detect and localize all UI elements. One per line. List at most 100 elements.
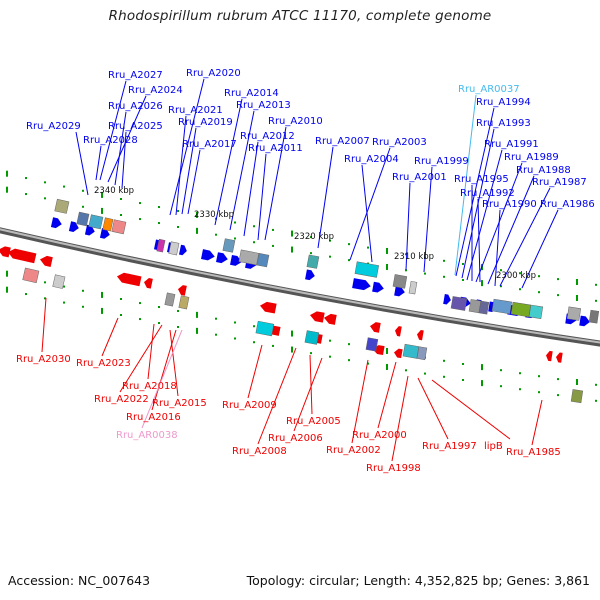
gene-label: Rru_A1995 [454, 174, 509, 185]
gene-feature [84, 224, 95, 236]
leader-line [175, 115, 187, 216]
gene-label: Rru_A2027 [108, 70, 163, 81]
tick-mark [595, 299, 597, 302]
tick-mark [500, 285, 502, 288]
gene-feature [556, 352, 563, 363]
gene-label: Rru_A2022 [94, 394, 149, 405]
tick-mark [291, 330, 293, 337]
tick-mark [538, 291, 540, 294]
tick-mark [63, 301, 65, 304]
tick-mark [234, 337, 236, 340]
annotation-box [102, 217, 114, 232]
tick-mark [538, 391, 540, 394]
tick-mark [538, 375, 540, 378]
leader-line [405, 182, 411, 271]
annotation-box [450, 296, 468, 311]
gene-feature [417, 329, 424, 341]
gene-feature [260, 301, 277, 314]
annotation-box [306, 254, 320, 269]
annotation-box [392, 274, 408, 289]
leader-line [121, 131, 127, 189]
tick-mark [348, 259, 350, 262]
gene-feature [117, 272, 142, 287]
tick-mark [158, 222, 160, 225]
tick-mark [6, 286, 8, 293]
tick-mark [44, 197, 46, 200]
tick-mark [386, 263, 388, 270]
tick-mark [253, 225, 255, 228]
leader-line [169, 329, 179, 397]
annotation-box [510, 301, 532, 318]
tick-mark [63, 285, 65, 288]
tick-mark [405, 369, 407, 372]
leader-line [309, 354, 313, 415]
gene-feature [230, 254, 242, 266]
tick-mark [557, 394, 559, 397]
annotation-box [22, 267, 40, 284]
leader-line [431, 379, 511, 440]
tick-mark [253, 341, 255, 344]
leader-line [361, 164, 373, 263]
gene-feature [395, 326, 402, 337]
tick-mark [557, 378, 559, 381]
gene-label: Rru_A2013 [236, 100, 291, 111]
gene-label: Rru_A2008 [232, 446, 287, 457]
gene-label: Rru_AR0037 [458, 84, 520, 95]
gene-feature [305, 269, 315, 281]
gene-label: Rru_A2030 [16, 354, 71, 365]
gene-feature [68, 221, 79, 232]
tick-mark [348, 359, 350, 362]
gene-label: Rru_A2012 [240, 131, 295, 142]
tick-mark [538, 275, 540, 278]
tick-mark [462, 278, 464, 281]
annotation-box [408, 280, 418, 295]
tick-mark [386, 363, 388, 370]
tick-mark [196, 227, 198, 234]
annotation-box [156, 238, 166, 253]
leader-line [169, 78, 205, 216]
tick-mark [595, 383, 597, 386]
tick-mark [63, 185, 65, 188]
tick-mark [329, 255, 331, 258]
tick-mark [215, 233, 217, 236]
leader-line [391, 375, 409, 462]
tick-mark [329, 339, 331, 342]
gene-feature [370, 322, 381, 333]
tick-mark [291, 246, 293, 253]
tick-mark [519, 272, 521, 275]
tick-mark [82, 189, 84, 192]
tick-mark [177, 325, 179, 328]
tick-mark [500, 369, 502, 372]
gene-label: Rru_A2005 [286, 416, 341, 427]
gene-label: Rru_A2000 [352, 430, 407, 441]
gene-label: Rru_A2004 [344, 154, 399, 165]
leader-line [41, 297, 47, 353]
tick-mark [310, 352, 312, 355]
tick-mark [576, 278, 578, 285]
leader-line [95, 145, 102, 181]
annotation-box [491, 298, 513, 315]
gene-label: Rru_A2006 [268, 433, 323, 444]
tick-mark [462, 362, 464, 365]
gene-label: Rru_A1997 [422, 441, 477, 452]
annotation-box [478, 300, 490, 315]
gene-label: Rru_AR0038 [116, 430, 178, 441]
annotation-box [111, 219, 127, 235]
tick-mark [348, 243, 350, 246]
tick-mark [158, 322, 160, 325]
tick-mark [500, 269, 502, 272]
leader-line [243, 141, 259, 237]
leader-line [455, 107, 495, 277]
tick-mark [158, 206, 160, 209]
gene-feature [372, 281, 384, 293]
leader-line [423, 166, 433, 273]
tick-mark [595, 399, 597, 402]
tick-mark [215, 333, 217, 336]
accession-text: Accession: NC_007643 [8, 573, 151, 588]
annotation-box [54, 198, 70, 214]
tick-mark [234, 221, 236, 224]
tick-mark [443, 375, 445, 378]
tick-mark [424, 272, 426, 275]
gene-label: Rru_A1991 [484, 139, 539, 150]
